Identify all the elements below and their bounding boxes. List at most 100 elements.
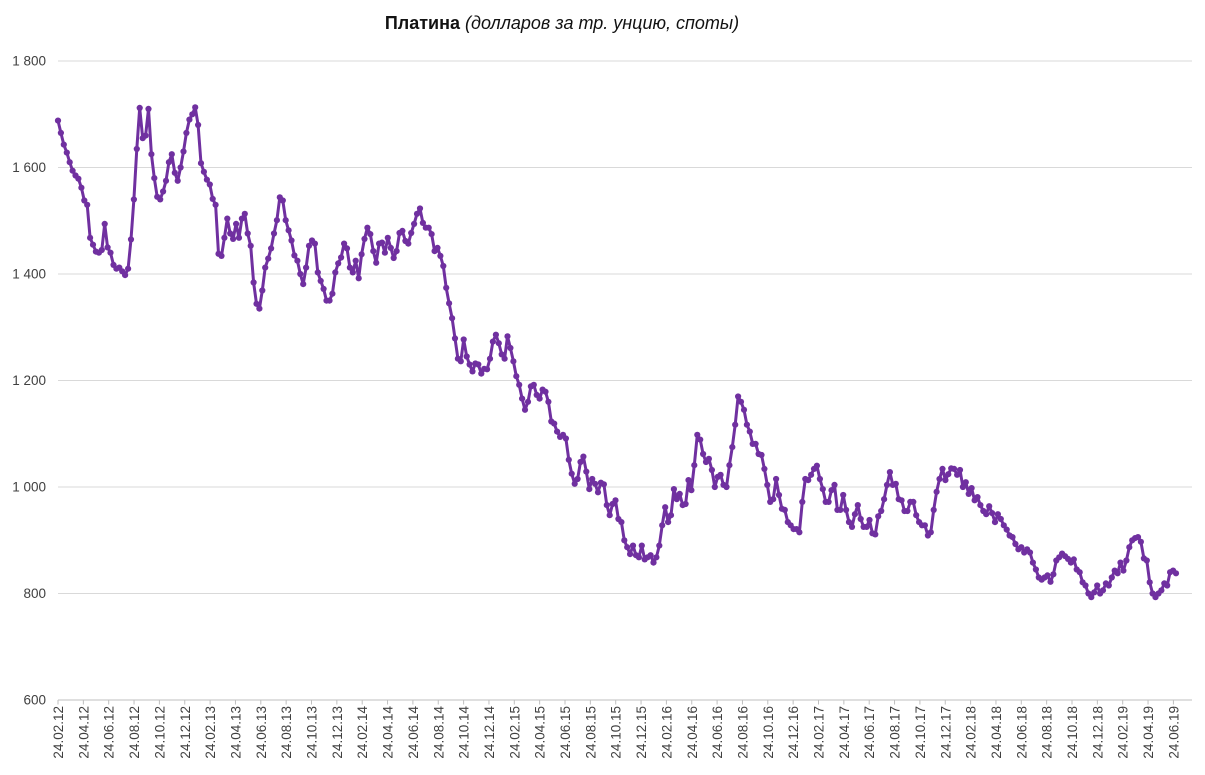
data-point	[603, 502, 610, 509]
x-axis-label: 24.08.13	[279, 706, 294, 759]
data-point	[87, 234, 94, 241]
data-point	[238, 215, 245, 222]
data-point	[265, 255, 272, 262]
data-point	[708, 466, 716, 474]
data-point	[819, 486, 826, 493]
data-point	[983, 511, 990, 518]
data-point	[682, 500, 689, 508]
data-point	[799, 498, 806, 505]
x-axis-label: 24.10.13	[305, 706, 320, 759]
data-point	[408, 229, 415, 237]
data-point	[282, 217, 289, 224]
x-axis-label: 24.02.13	[203, 706, 218, 759]
data-point	[974, 494, 981, 501]
data-point	[484, 366, 491, 373]
data-point	[209, 195, 216, 202]
data-point	[384, 234, 391, 241]
data-point	[189, 111, 196, 118]
data-point	[910, 498, 917, 505]
data-point	[1137, 538, 1144, 545]
data-point	[586, 486, 593, 493]
data-point	[904, 507, 911, 515]
x-axis-label: 24.04.18	[989, 706, 1004, 759]
data-point	[1044, 572, 1051, 579]
data-point	[160, 188, 167, 195]
data-point	[270, 230, 278, 237]
data-point	[162, 177, 170, 184]
data-point	[673, 496, 680, 503]
data-point	[370, 248, 377, 255]
data-point	[688, 487, 695, 494]
data-point	[259, 287, 266, 294]
data-point	[84, 201, 91, 208]
x-axis-label: 24.02.12	[51, 706, 66, 759]
data-point	[212, 201, 219, 208]
data-point	[338, 254, 345, 261]
data-point	[311, 240, 318, 247]
data-point	[1029, 559, 1036, 566]
data-point	[697, 436, 704, 443]
data-point	[629, 542, 637, 549]
data-point	[635, 554, 643, 561]
data-point	[1026, 549, 1034, 556]
data-point	[621, 537, 628, 544]
y-axis-label: 1 800	[12, 54, 46, 69]
data-point	[717, 471, 724, 478]
data-point	[775, 491, 783, 499]
data-point	[241, 210, 248, 217]
x-axis-label: 24.02.17	[812, 706, 827, 759]
data-point	[1094, 582, 1101, 589]
data-point	[63, 149, 70, 156]
data-point	[796, 529, 803, 536]
y-axis-label: 600	[23, 693, 46, 708]
data-point	[69, 167, 76, 174]
data-point	[521, 406, 529, 413]
data-point	[314, 269, 321, 276]
data-point	[764, 481, 771, 488]
x-axis-label: 24.10.18	[1065, 706, 1080, 759]
x-axis-label: 24.06.19	[1166, 706, 1181, 759]
data-point	[600, 481, 608, 488]
data-point	[951, 465, 958, 472]
data-point	[1117, 559, 1124, 566]
data-point	[737, 398, 745, 405]
data-point	[930, 506, 937, 513]
data-point	[197, 160, 205, 167]
data-point	[268, 245, 275, 252]
data-point	[288, 237, 295, 244]
data-point	[1003, 526, 1010, 533]
data-point	[825, 498, 832, 505]
data-point	[694, 431, 701, 438]
data-point	[921, 522, 929, 529]
data-point	[1018, 544, 1025, 551]
data-point	[519, 395, 526, 402]
data-point	[1088, 594, 1095, 601]
data-point	[1009, 534, 1016, 541]
x-axis-label: 24.06.18	[1014, 706, 1029, 759]
data-point	[192, 104, 199, 111]
data-point	[446, 300, 453, 307]
x-axis-label: 24.02.15	[507, 706, 522, 759]
data-point	[1099, 587, 1107, 594]
data-point	[78, 184, 85, 191]
x-axis-label: 24.10.15	[609, 706, 624, 759]
data-point	[54, 117, 62, 124]
data-point	[373, 259, 380, 266]
data-point	[886, 469, 894, 476]
x-axis-label: 24.12.17	[938, 706, 953, 759]
data-point	[913, 512, 920, 519]
data-point	[466, 361, 473, 368]
data-point	[965, 490, 972, 497]
x-axis-label: 24.08.18	[1040, 706, 1055, 759]
x-axis-label: 24.10.12	[152, 706, 167, 759]
data-point	[954, 471, 961, 478]
data-point	[335, 260, 342, 267]
data-point	[157, 196, 164, 203]
data-point	[1047, 578, 1054, 585]
data-point	[837, 506, 844, 513]
data-point	[405, 240, 412, 247]
data-point	[177, 164, 184, 171]
data-point	[183, 129, 190, 136]
x-axis-label: 24.06.13	[254, 706, 269, 759]
